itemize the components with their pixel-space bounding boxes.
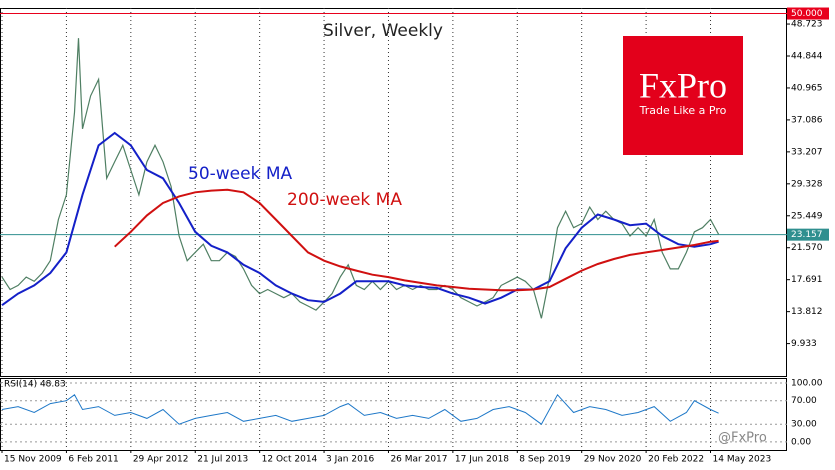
x-tick-label: 3 Jan 2016 <box>326 455 374 465</box>
series-annotation: 200-week MA <box>287 190 402 210</box>
y-tick-label: 100.00 <box>791 379 823 389</box>
y-tick-label: 33.207 <box>791 147 823 157</box>
panel-border <box>0 8 787 377</box>
y-tick-label: 37.086 <box>791 115 823 125</box>
y-tick-label: 44.844 <box>791 51 823 61</box>
x-tick-label: 29 Apr 2012 <box>133 455 189 465</box>
chart-title: Silver, Weekly <box>323 21 443 41</box>
y-tick-label: 30.00 <box>791 420 817 430</box>
x-tick-label: 21 Jul 2013 <box>197 455 248 465</box>
level-label: 50.000 <box>791 9 823 19</box>
y-tick-label: 25.449 <box>791 211 823 221</box>
x-tick-label: 29 Nov 2020 <box>584 455 642 465</box>
series-line <box>1 393 719 425</box>
series-line <box>114 188 719 292</box>
logo-title: FxPro <box>639 65 727 105</box>
x-tick-label: 12 Oct 2014 <box>262 455 318 465</box>
y-tick-label: 0.00 <box>791 437 811 447</box>
panel-title: RSI(14) 48.83 <box>4 380 66 390</box>
logo-box <box>623 36 743 155</box>
x-tick-label: 14 May 2023 <box>713 455 772 465</box>
y-tick-label: 48.723 <box>791 20 823 30</box>
y-tick-label: 29.328 <box>791 179 823 189</box>
series-line <box>1 38 720 319</box>
y-tick-label: 13.812 <box>791 307 823 317</box>
x-tick-label: 6 Feb 2011 <box>68 455 118 465</box>
y-tick-label: 21.570 <box>791 243 823 253</box>
x-tick-label: 17 Jun 2018 <box>455 455 509 465</box>
series-line <box>1 131 719 307</box>
x-tick-label: 20 Feb 2022 <box>648 455 704 465</box>
level-label: 23.157 <box>791 230 823 240</box>
y-tick-label: 70.00 <box>791 396 817 406</box>
y-tick-label: 9.933 <box>791 339 817 349</box>
y-tick-label: 17.691 <box>791 275 823 285</box>
watermark: @FxPro <box>718 431 767 446</box>
plot: 48.723 44.844 40.965 37.086 33.207 29.328 25.4… <box>0 7 829 465</box>
x-tick-label: 26 Mar 2017 <box>390 455 447 465</box>
level-label-box <box>787 7 829 20</box>
panel-border <box>0 378 787 451</box>
logo-subtitle: Trade Like a Pro <box>639 104 727 117</box>
y-tick-label: 40.965 <box>791 83 823 93</box>
level-label-box <box>787 228 829 241</box>
series-annotation: 50-week MA <box>188 164 293 184</box>
x-tick-label: 15 Nov 2009 <box>4 455 62 465</box>
x-tick-label: 8 Sep 2019 <box>519 455 571 465</box>
